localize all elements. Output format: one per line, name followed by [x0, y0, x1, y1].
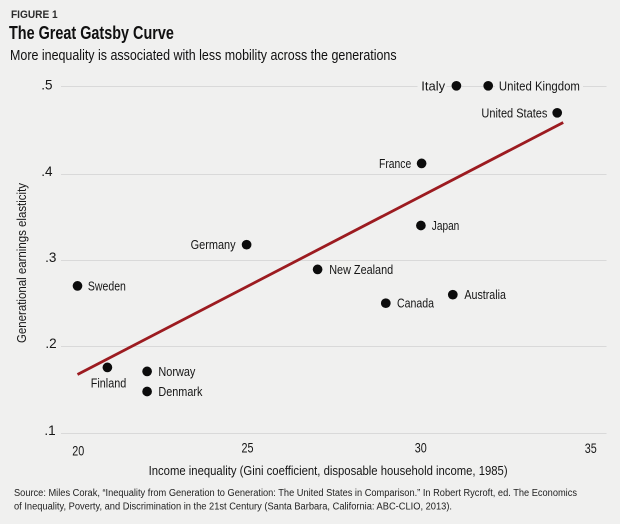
svg-text:Source: Miles Corak, “Inequali: Source: Miles Corak, “Inequality from Ge…: [14, 488, 577, 499]
svg-text:.5: .5: [41, 77, 52, 92]
svg-text:Canada: Canada: [397, 296, 435, 311]
svg-text:.3: .3: [45, 250, 56, 265]
svg-text:30: 30: [415, 439, 427, 455]
svg-text:of Inequality, Poverty, and Di: of Inequality, Poverty, and Discriminati…: [14, 502, 452, 513]
svg-text:25: 25: [242, 440, 254, 456]
svg-text:Italy: Italy: [421, 78, 445, 93]
svg-text:Sweden: Sweden: [88, 278, 126, 293]
svg-text:Income inequality (Gini coeffi: Income inequality (Gini coefficient, dis…: [149, 463, 508, 478]
svg-text:Finland: Finland: [91, 375, 127, 390]
svg-text:Denmark: Denmark: [158, 384, 202, 399]
svg-text:Japan: Japan: [432, 218, 460, 233]
svg-text:France: France: [379, 156, 411, 171]
svg-text:United States: United States: [481, 105, 547, 120]
svg-text:35: 35: [585, 440, 597, 456]
svg-text:Generational earnings elastici: Generational earnings elasticity: [14, 183, 29, 343]
svg-text:United Kingdom: United Kingdom: [499, 78, 580, 93]
svg-text:Norway: Norway: [158, 364, 195, 379]
svg-text:.2: .2: [45, 336, 56, 351]
svg-text:New Zealand: New Zealand: [329, 262, 393, 277]
svg-text:Australia: Australia: [464, 287, 506, 302]
svg-text:20: 20: [72, 443, 84, 459]
svg-text:.1: .1: [44, 423, 55, 438]
svg-text:.4: .4: [41, 164, 53, 179]
svg-text:Germany: Germany: [191, 237, 236, 252]
